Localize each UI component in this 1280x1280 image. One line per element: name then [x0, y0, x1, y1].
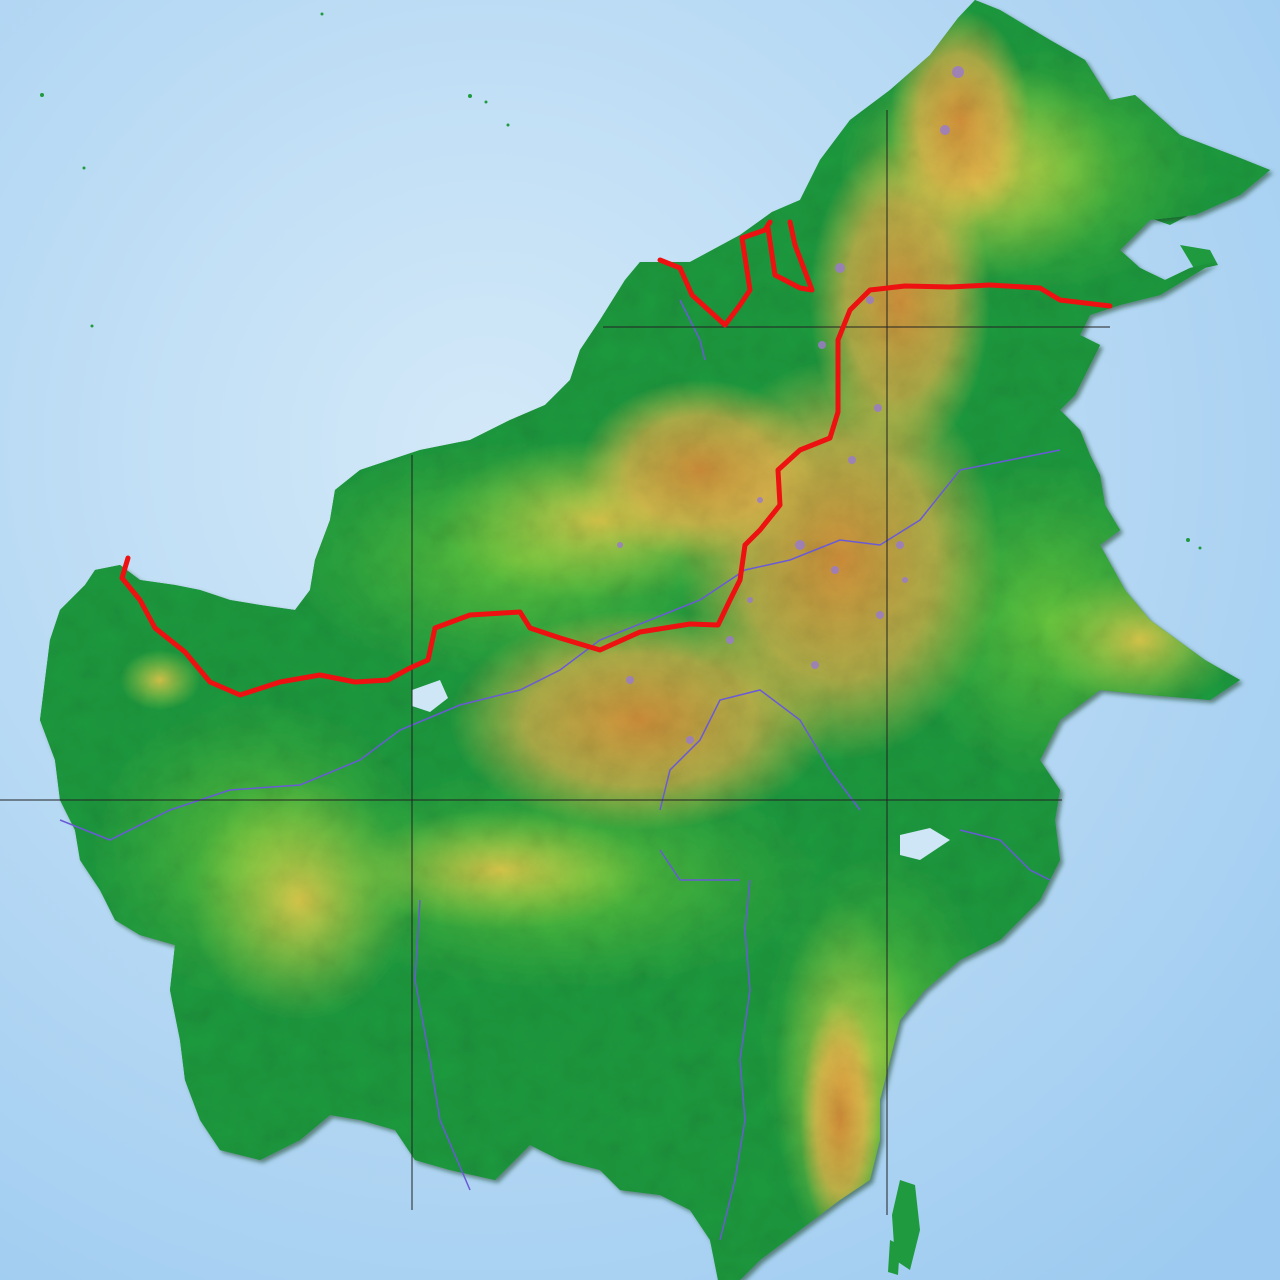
lake — [412, 680, 448, 712]
peak-markers — [617, 66, 964, 744]
rivers — [59, 299, 1061, 1241]
graticule — [0, 110, 1110, 1215]
bay — [900, 828, 950, 860]
international-border — [119, 219, 1113, 698]
